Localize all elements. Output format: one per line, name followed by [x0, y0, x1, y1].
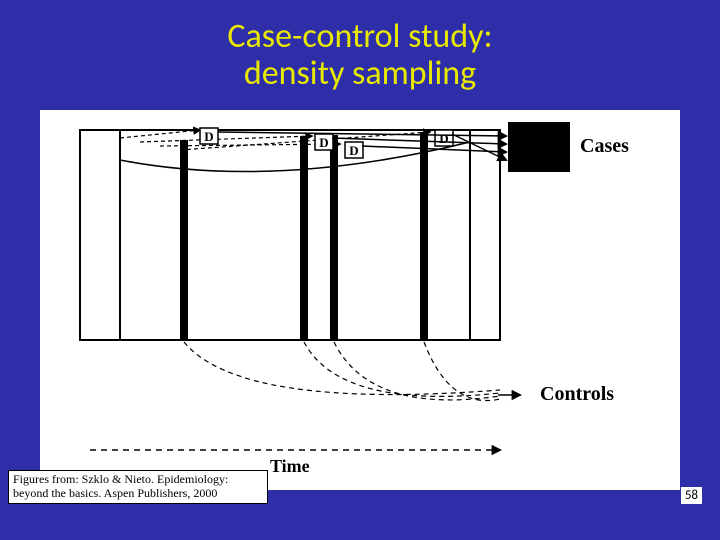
slide: Case-control study:density sampling DDDD…	[0, 0, 720, 540]
title-area: Case-control study:density sampling	[0, 0, 720, 110]
sampling-bar	[420, 132, 428, 340]
figure-citation: Figures from: Szklo & Nieto. Epidemiolog…	[8, 470, 268, 504]
sampling-bar	[180, 140, 188, 340]
d-label: D	[349, 143, 358, 158]
time-label: Time	[270, 456, 310, 476]
sampling-bar	[300, 136, 308, 340]
d-label: D	[204, 129, 213, 144]
sampling-bar	[330, 135, 338, 340]
diagram-panel	[40, 110, 680, 490]
controls-label: Controls	[540, 383, 614, 405]
diagram-area: D D D D Cases Controls Time Figures from: Szkl…	[0, 110, 720, 510]
cases-label: Cases	[580, 135, 629, 157]
density-sampling-diagram: D D D D Cases Controls Time	[0, 110, 720, 510]
cases-box	[508, 122, 570, 172]
page-number: 58	[681, 487, 702, 504]
d-label: D	[439, 131, 448, 146]
d-label: D	[319, 135, 328, 150]
slide-title: Case-control study:density sampling	[227, 18, 492, 93]
